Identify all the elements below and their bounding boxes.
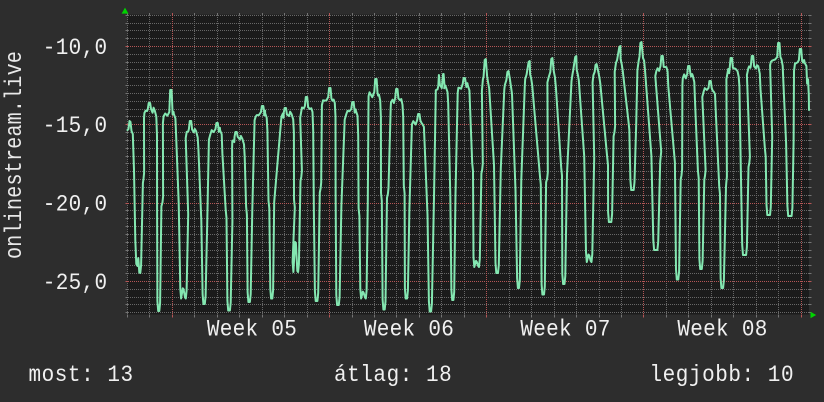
svg-text:most: 13: most: 13: [29, 362, 134, 388]
svg-text:Week 07: Week 07: [520, 317, 610, 343]
svg-text:-15,0: -15,0: [43, 113, 108, 139]
svg-text:legjobb: 10: legjobb: 10: [650, 362, 795, 388]
svg-text:-25,0: -25,0: [43, 270, 108, 296]
svg-text:átlag: 18: átlag: 18: [334, 362, 452, 388]
svg-text:Week 08: Week 08: [677, 317, 767, 343]
svg-text:Week 05: Week 05: [207, 317, 297, 343]
svg-text:Week 06: Week 06: [364, 317, 454, 343]
svg-text:-20,0: -20,0: [43, 192, 108, 218]
svg-text:onlinestream.live: onlinestream.live: [2, 51, 29, 259]
svg-text:-10,0: -10,0: [43, 35, 108, 61]
